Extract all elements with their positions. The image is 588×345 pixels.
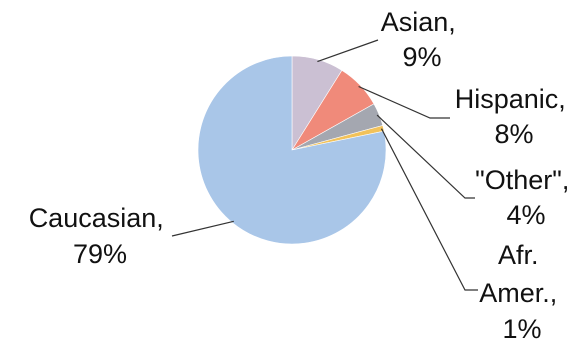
leader-hispanic <box>358 85 450 119</box>
pie-slice-caucasian <box>197 55 387 245</box>
label-hispanic: Hispanic, 8% <box>455 84 574 149</box>
pie-slices <box>197 55 387 245</box>
leader-afr-amer <box>380 128 478 291</box>
leader-caucasian <box>171 220 234 237</box>
label-asian: Asian, 9% <box>381 7 464 72</box>
leader-asian <box>317 39 379 63</box>
leader-other <box>376 114 475 199</box>
label-afr-amer: Afr. Amer., 1% <box>479 240 565 344</box>
label-caucasian: Caucasian, 79% <box>29 203 172 269</box>
label-other: "Other", 4% <box>475 165 577 230</box>
leader-lines <box>171 39 478 291</box>
